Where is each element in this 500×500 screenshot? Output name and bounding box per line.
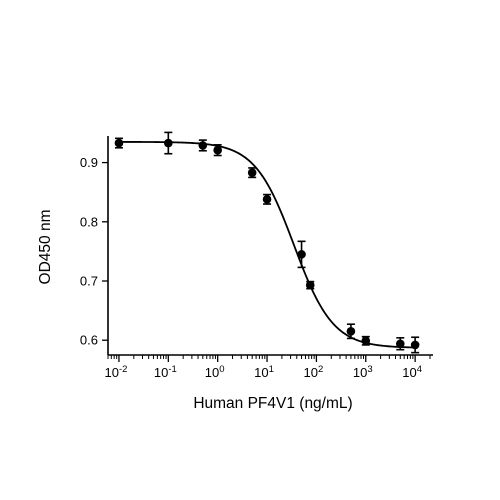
data-point bbox=[164, 138, 173, 148]
data-point-group bbox=[410, 336, 420, 354]
data-point-group bbox=[198, 139, 208, 152]
data-point-group bbox=[395, 337, 405, 351]
fit-curve-layer bbox=[118, 141, 416, 349]
data-point bbox=[262, 195, 272, 204]
y-axis-title: OD450 nm bbox=[37, 210, 54, 285]
data-point bbox=[114, 138, 124, 148]
x-axis-title: Human PF4V1 (ng/mL) bbox=[193, 395, 352, 412]
data-point-group bbox=[346, 323, 356, 340]
x-tick-label: 10-1 bbox=[154, 364, 177, 380]
data-point-group bbox=[361, 335, 371, 346]
y-tick-label: 0.8 bbox=[80, 214, 98, 229]
data-point-group bbox=[305, 280, 315, 290]
data-point bbox=[247, 168, 257, 177]
data-points-layer bbox=[114, 131, 420, 354]
y-tick-label: 0.7 bbox=[80, 274, 98, 289]
data-point bbox=[346, 327, 356, 336]
axes: 0.6 0.7 0.8 0.9 10-2 10-1 100 101 102 103 104 bbox=[80, 136, 433, 380]
data-point-group bbox=[262, 193, 272, 205]
x-tick-label: 10-2 bbox=[104, 364, 127, 380]
data-point-group bbox=[297, 240, 306, 269]
y-tick-label: 0.6 bbox=[80, 333, 98, 348]
data-point bbox=[395, 339, 405, 349]
data-point bbox=[410, 340, 420, 350]
data-point bbox=[297, 250, 306, 259]
x-tick-label: 103 bbox=[353, 364, 373, 380]
data-point bbox=[213, 145, 222, 155]
data-point bbox=[361, 336, 371, 346]
data-point-group bbox=[164, 131, 173, 155]
fit-curve bbox=[118, 141, 416, 349]
x-tick-label: 101 bbox=[254, 364, 274, 380]
data-point bbox=[305, 280, 315, 290]
x-tick-label: 102 bbox=[304, 364, 324, 380]
x-tick-label: 100 bbox=[205, 364, 225, 380]
data-point-group bbox=[247, 167, 257, 179]
data-point-group bbox=[114, 137, 124, 149]
x-tick-label: 104 bbox=[402, 364, 422, 380]
data-point bbox=[198, 141, 208, 150]
y-tick-label: 0.9 bbox=[80, 155, 98, 170]
data-point-group bbox=[213, 144, 222, 157]
